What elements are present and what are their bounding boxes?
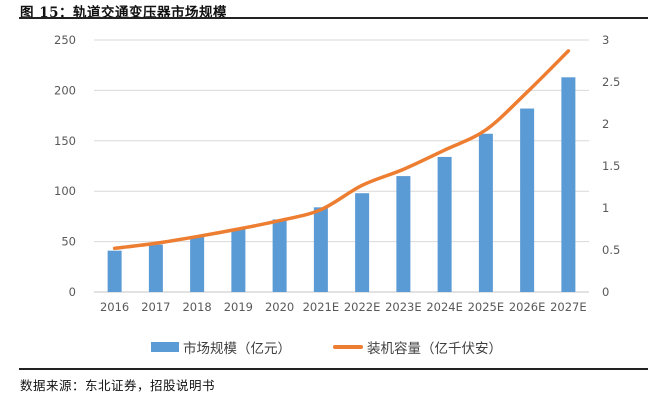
bar-2023E bbox=[396, 176, 411, 292]
bar-2018 bbox=[190, 236, 205, 292]
x-axis-label-2024E: 2024E bbox=[426, 300, 463, 314]
y-axis-left-tick: 100 bbox=[54, 184, 76, 198]
y-axis-left-tick: 0 bbox=[69, 285, 76, 299]
bar-2019 bbox=[231, 228, 246, 292]
y-axis-right-tick: 0.5 bbox=[602, 243, 620, 257]
y-axis-right-tick: 2 bbox=[602, 117, 609, 131]
y-axis-left-tick: 200 bbox=[54, 83, 76, 97]
x-axis-label-2021E: 2021E bbox=[303, 300, 340, 314]
x-axis-label-2018: 2018 bbox=[182, 300, 211, 314]
y-axis-right-tick: 0 bbox=[602, 285, 609, 299]
x-axis-label-2017: 2017 bbox=[141, 300, 170, 314]
legend-item-market-size: 市场规模（亿元） bbox=[151, 337, 291, 357]
x-axis-label-2027E: 2027E bbox=[550, 300, 587, 314]
bar-2027E bbox=[561, 77, 576, 293]
bar-2016 bbox=[107, 250, 122, 292]
data-source: 数据来源：东北证券，招股说明书 bbox=[20, 378, 216, 393]
x-axis-label-2020: 2020 bbox=[265, 300, 294, 314]
bar-2025E bbox=[478, 133, 493, 292]
bar-2024E bbox=[437, 156, 452, 292]
y-axis-right-tick: 1 bbox=[602, 201, 609, 215]
x-axis-label-2019: 2019 bbox=[224, 300, 253, 314]
y-axis-right-tick: 1.5 bbox=[602, 159, 620, 173]
capacity-line bbox=[112, 49, 571, 251]
bar-series-swatch bbox=[151, 342, 179, 352]
bar-2026E bbox=[520, 108, 535, 292]
y-axis-right-tick: 2.5 bbox=[602, 75, 620, 89]
title-divider bbox=[19, 17, 648, 19]
chart-legend: 市场规模（亿元） 装机容量（亿千伏安） bbox=[0, 337, 653, 357]
line-series-swatch bbox=[333, 345, 363, 349]
footer-divider bbox=[19, 368, 648, 370]
legend-item-capacity: 装机容量（亿千伏安） bbox=[333, 337, 502, 357]
bar-2020 bbox=[272, 219, 287, 292]
bar-2017 bbox=[148, 244, 163, 292]
y-axis-left-tick: 250 bbox=[54, 33, 76, 47]
x-axis-label-2022E: 2022E bbox=[344, 300, 381, 314]
x-axis-label-2025E: 2025E bbox=[468, 300, 505, 314]
legend-label-capacity: 装机容量（亿千伏安） bbox=[367, 341, 502, 357]
bar-2022E bbox=[355, 193, 370, 292]
y-axis-left-tick: 150 bbox=[54, 134, 76, 148]
legend-label-market-size: 市场规模（亿元） bbox=[183, 341, 291, 357]
bar-2021E bbox=[313, 207, 328, 292]
x-axis-label-2016: 2016 bbox=[100, 300, 129, 314]
x-axis-label-2026E: 2026E bbox=[509, 300, 546, 314]
y-axis-left-tick: 50 bbox=[61, 235, 76, 249]
y-axis-right-tick: 3 bbox=[602, 33, 609, 47]
x-axis-label-2023E: 2023E bbox=[385, 300, 422, 314]
